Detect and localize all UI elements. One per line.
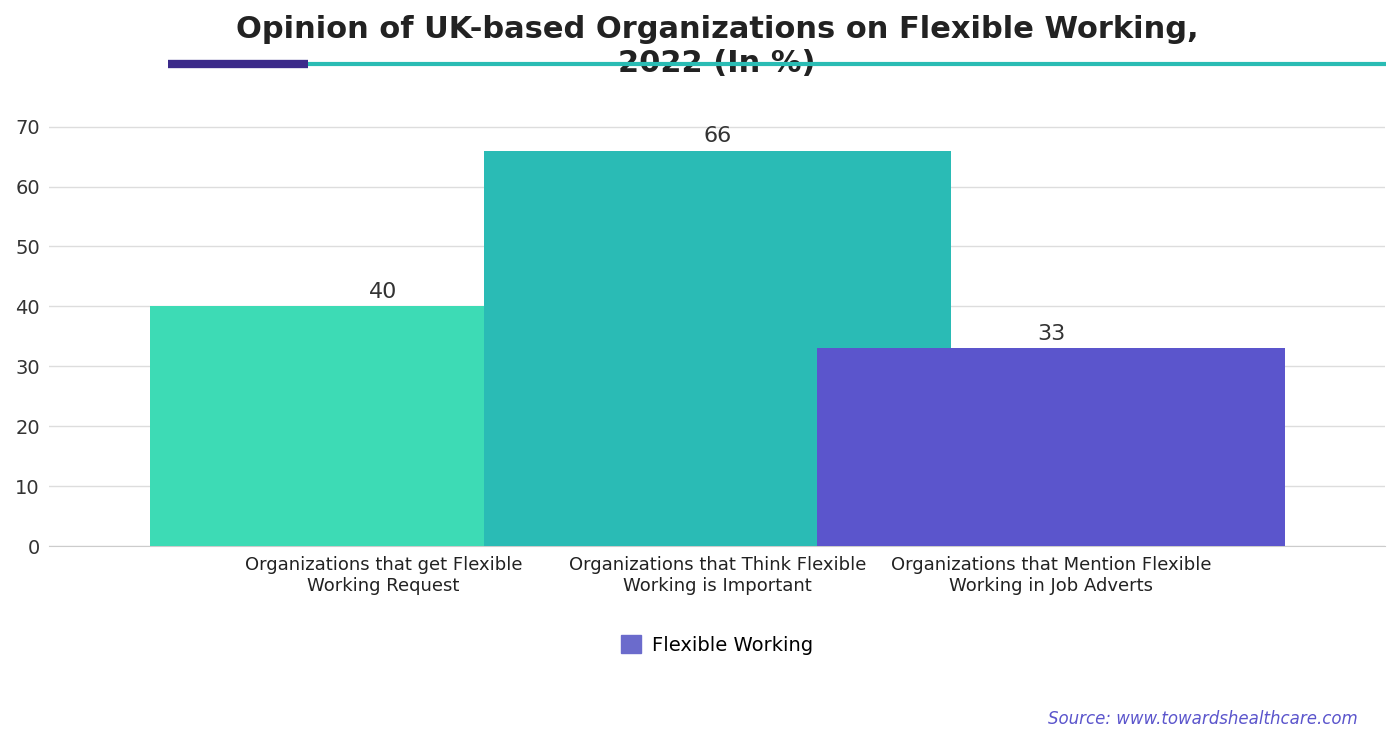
Text: 40: 40 <box>370 282 398 302</box>
Title: Opinion of UK-based Organizations on Flexible Working,
2022 (In %): Opinion of UK-based Organizations on Fle… <box>237 15 1198 77</box>
Text: 66: 66 <box>703 125 731 146</box>
Text: Source: www.towardshealthcare.com: Source: www.towardshealthcare.com <box>1049 710 1358 728</box>
Bar <box>150 306 617 546</box>
Bar <box>483 150 951 546</box>
Text: 33: 33 <box>1037 324 1065 344</box>
Bar <box>818 348 1285 546</box>
Legend: Flexible Working: Flexible Working <box>613 628 822 662</box>
